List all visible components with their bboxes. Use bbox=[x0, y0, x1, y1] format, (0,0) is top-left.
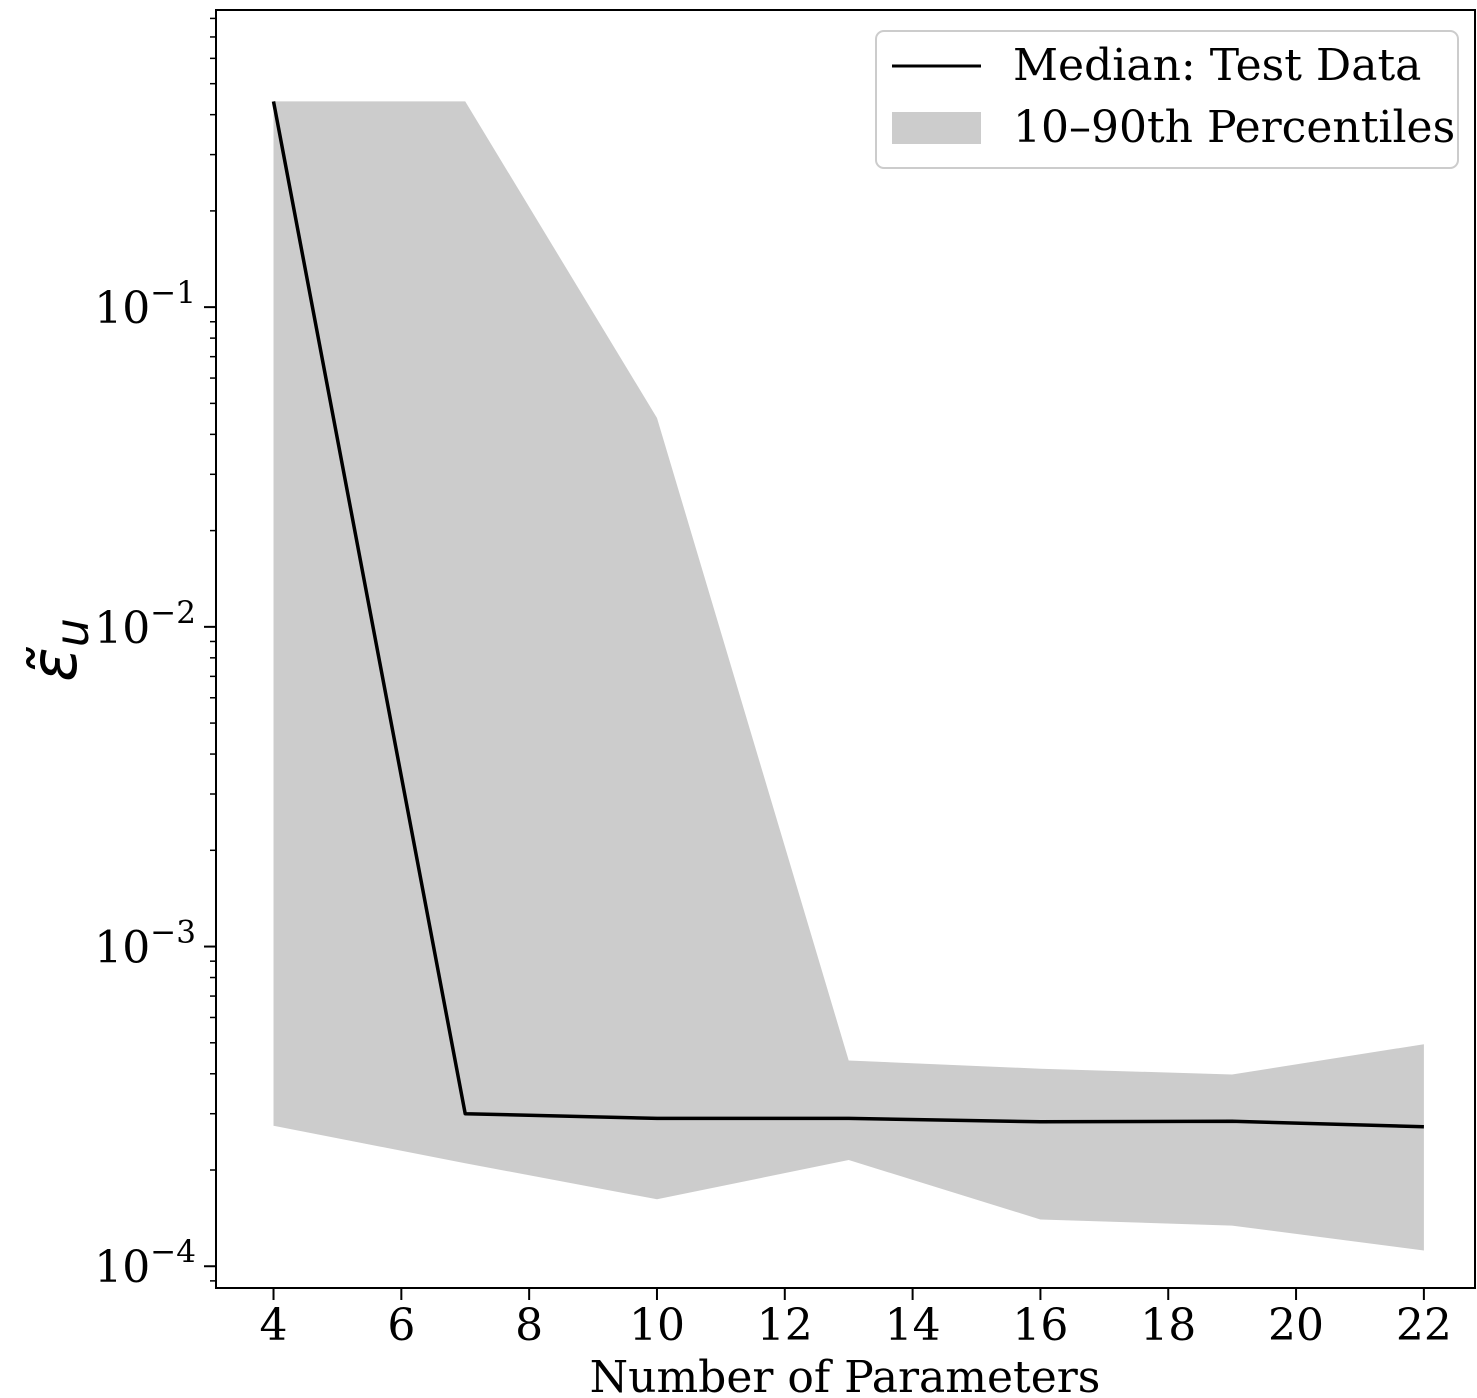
y-axis: 10−1 10−2 10−3 10−4 bbox=[94, 17, 216, 1293]
x-tick-label: 10 bbox=[629, 1300, 685, 1351]
legend-label-median: Median: Test Data bbox=[1013, 40, 1421, 91]
x-tick-label: 16 bbox=[1012, 1300, 1068, 1351]
y-axis-label-symbol: ε̃ bbox=[18, 647, 92, 682]
x-tick-label: 18 bbox=[1140, 1300, 1196, 1351]
y-axis-label-subscript: u bbox=[45, 618, 99, 647]
svg-text:ε̃u: ε̃u bbox=[18, 618, 99, 682]
y-tick-label: 10−4 bbox=[94, 1234, 196, 1293]
legend: Median: Test Data 10–90th Percentiles bbox=[875, 30, 1459, 169]
legend-label-percentiles: 10–90th Percentiles bbox=[1013, 102, 1455, 153]
percentile-band-layer bbox=[273, 101, 1424, 1251]
x-tick-label: 6 bbox=[387, 1300, 415, 1351]
legend-swatch-percentiles bbox=[892, 112, 981, 144]
x-tick-label: 4 bbox=[260, 1300, 288, 1351]
median-line bbox=[271, 101, 1424, 1129]
y-axis-label: ε̃u bbox=[18, 618, 99, 682]
y-tick-label: 10−2 bbox=[94, 595, 196, 654]
legend-box bbox=[875, 30, 1459, 169]
median-line-layer bbox=[271, 101, 1424, 1129]
x-axis-label: Number of Parameters bbox=[590, 1352, 1101, 1398]
x-tick-label: 8 bbox=[515, 1300, 543, 1351]
y-tick-label: 10−1 bbox=[94, 275, 196, 334]
y-tick-label: 10−3 bbox=[94, 915, 196, 974]
x-axis: 4 6 8 10 12 14 16 18 20 22 bbox=[260, 1288, 1452, 1351]
plot-frame bbox=[215, 9, 1476, 1289]
x-tick-label: 12 bbox=[757, 1300, 813, 1351]
x-tick-label: 14 bbox=[885, 1300, 941, 1351]
percentile-band bbox=[273, 101, 1424, 1251]
x-tick-label: 20 bbox=[1268, 1300, 1324, 1351]
x-tick-label: 22 bbox=[1396, 1300, 1452, 1351]
